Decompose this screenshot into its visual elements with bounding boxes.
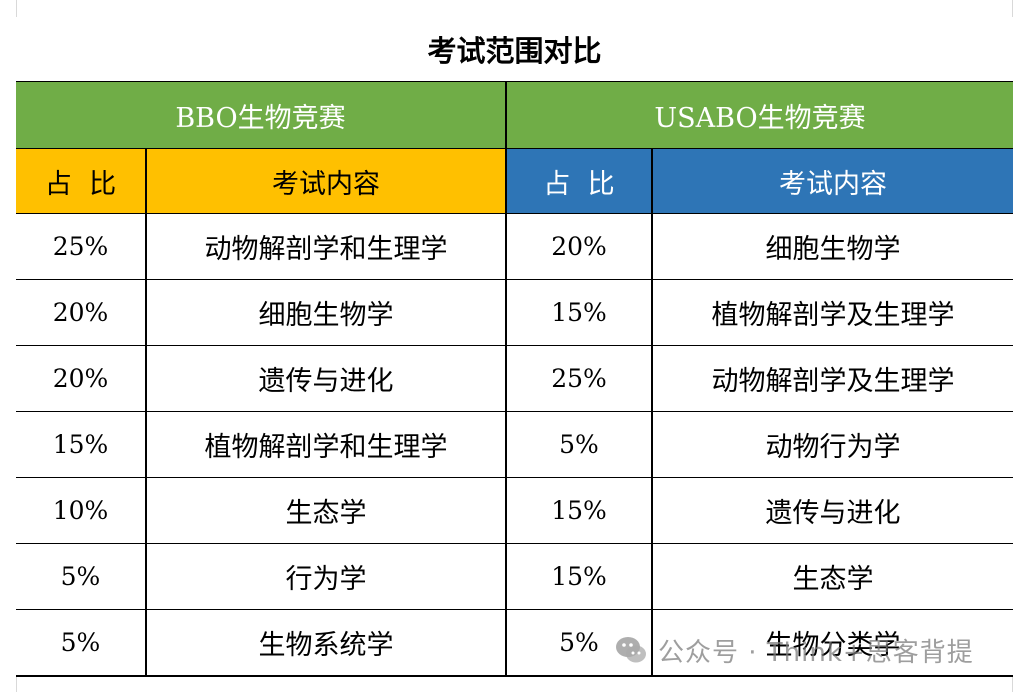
usabo-content-cell: 遗传与进化 <box>650 477 1014 544</box>
usabo-ratio-cell: 5% <box>505 411 652 478</box>
group-header-usabo: USABO生物竞赛 <box>504 81 1014 149</box>
table-title: 考试范围对比 <box>16 17 1014 82</box>
table-row: 10% 生态学 15% 遗传与进化 <box>16 477 1014 544</box>
usabo-ratio-cell: 15% <box>505 543 652 610</box>
bbo-content-cell: 细胞生物学 <box>145 279 506 346</box>
bbo-ratio-cell: 5% <box>16 609 146 677</box>
usabo-ratio-cell: 5% <box>505 609 652 677</box>
bbo-ratio-cell: 25% <box>16 213 146 280</box>
table-row: 20% 遗传与进化 25% 动物解剖学及生理学 <box>16 345 1014 412</box>
comparison-table: 考试范围对比 BBO生物竞赛 USABO生物竞赛 占 比 考试内容 占 比 考试… <box>16 17 1014 677</box>
bbo-content-cell: 遗传与进化 <box>145 345 506 412</box>
header-usabo-ratio: 占 比 <box>505 148 652 214</box>
sheet-top-edge <box>0 0 1028 18</box>
usabo-content-cell: 生物分类学 <box>650 609 1014 677</box>
header-usabo-content: 考试内容 <box>650 148 1014 214</box>
usabo-content-cell: 动物解剖学及生理学 <box>650 345 1014 412</box>
header-bbo-content: 考试内容 <box>145 148 506 214</box>
usabo-ratio-cell: 15% <box>505 477 652 544</box>
sheet-right-edge <box>1012 0 1028 692</box>
bbo-ratio-cell: 20% <box>16 345 146 412</box>
column-header-row: 占 比 考试内容 占 比 考试内容 <box>16 148 1014 214</box>
bbo-content-cell: 行为学 <box>145 543 506 610</box>
bbo-ratio-cell: 5% <box>16 543 146 610</box>
bbo-content-cell: 生物系统学 <box>145 609 506 677</box>
table-row: 5% 生物系统学 5% 生物分类学 <box>16 609 1014 677</box>
usabo-content-cell: 动物行为学 <box>650 411 1014 478</box>
usabo-ratio-cell: 15% <box>505 279 652 346</box>
usabo-content-cell: 植物解剖学及生理学 <box>650 279 1014 346</box>
table-row: 5% 行为学 15% 生态学 <box>16 543 1014 610</box>
usabo-content-cell: 细胞生物学 <box>650 213 1014 280</box>
bbo-content-cell: 动物解剖学和生理学 <box>145 213 506 280</box>
usabo-ratio-cell: 20% <box>505 213 652 280</box>
title-row: 考试范围对比 <box>16 17 1014 82</box>
bbo-content-cell: 生态学 <box>145 477 506 544</box>
table-row: 20% 细胞生物学 15% 植物解剖学及生理学 <box>16 279 1014 346</box>
bbo-ratio-cell: 10% <box>16 477 146 544</box>
sheet-left-edge <box>0 0 17 692</box>
group-row: BBO生物竞赛 USABO生物竞赛 <box>16 81 1014 149</box>
table-row: 25% 动物解剖学和生理学 20% 细胞生物学 <box>16 213 1014 280</box>
usabo-ratio-cell: 25% <box>505 345 652 412</box>
table-row: 15% 植物解剖学和生理学 5% 动物行为学 <box>16 411 1014 478</box>
group-header-bbo: BBO生物竞赛 <box>16 81 506 149</box>
bbo-content-cell: 植物解剖学和生理学 <box>145 411 506 478</box>
bbo-ratio-cell: 20% <box>16 279 146 346</box>
usabo-content-cell: 生态学 <box>650 543 1014 610</box>
bbo-ratio-cell: 15% <box>16 411 146 478</box>
header-bbo-ratio: 占 比 <box>16 148 146 214</box>
